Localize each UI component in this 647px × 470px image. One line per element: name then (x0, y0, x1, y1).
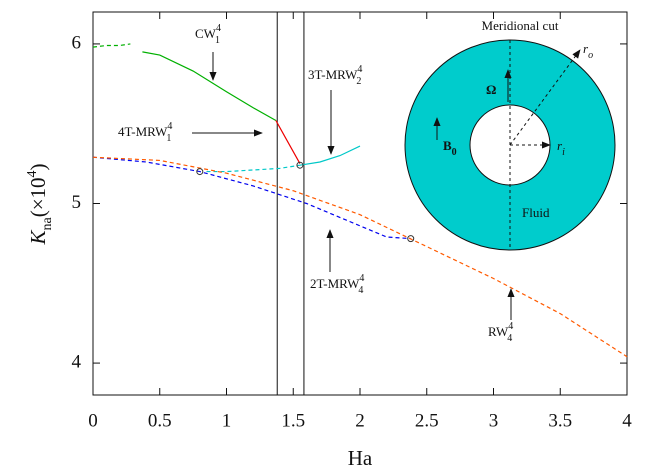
series-line (275, 120, 301, 164)
annotation-sup: 4 (167, 121, 172, 132)
outer-radius (509, 49, 581, 146)
annotation-text: 4T-MRW (118, 124, 168, 139)
annotation-sub: 4 (507, 333, 512, 344)
inset-title-main: Meridional cut (482, 18, 559, 33)
annotation-sup: 4 (359, 273, 364, 284)
y-title-sub: na (40, 217, 55, 231)
y-title-symbol: K (26, 230, 50, 246)
series-line (92, 156, 411, 240)
x-tick-label: 1 (222, 410, 232, 431)
point-marker (407, 235, 415, 243)
point-marker (296, 161, 304, 169)
y-title-factor: (×10 (26, 177, 50, 217)
x-tick-label: 4 (622, 410, 632, 431)
x-tick-label: 3 (489, 410, 499, 431)
omega-label-main: Ω (486, 82, 496, 97)
point-marker (196, 168, 204, 176)
y-title-close: ) (26, 163, 50, 170)
field-label-main: B (443, 138, 452, 153)
inner-radius-label-sub: i (562, 147, 565, 158)
x-tick-label: 3.5 (548, 410, 572, 431)
x-tick-label: 1.5 (281, 410, 305, 431)
annotation-sub: 2 (356, 76, 361, 87)
y-axis-title: Kna(×104) (25, 163, 55, 245)
annotation-text: RW (488, 324, 509, 339)
series-line (206, 164, 301, 173)
annotation-sup: 4 (216, 23, 221, 34)
inner-radius-label: ri (557, 138, 565, 158)
annotation: CW4 1 (195, 23, 221, 46)
annotation: 4T-MRW4 1 (118, 121, 172, 144)
outer-radius-label: ro (583, 41, 593, 61)
y-title-sup: 4 (25, 170, 40, 177)
annotation-text: 3T-MRW (308, 67, 358, 82)
y-tick-label: 6 (72, 32, 82, 53)
series-line (142, 51, 277, 122)
annotation-sup: 4 (357, 64, 362, 75)
annotation-sub: 1 (215, 35, 220, 46)
annotation: RW4 4 (488, 321, 513, 344)
annotation-sup: 4 (508, 321, 513, 332)
inner-radius-label-main: r (557, 138, 563, 153)
annotation-text: CW (195, 26, 217, 41)
series-line (299, 145, 361, 166)
x-tick-label: 0 (88, 410, 98, 431)
field-label-sub: 0 (452, 147, 457, 158)
outer-radius-label-sub: o (588, 50, 593, 61)
y-tick-label: 5 (72, 192, 82, 213)
annotation-sub: 1 (166, 133, 171, 144)
annotation-text: 2T-MRW (310, 276, 360, 291)
x-tick-label: 2.5 (415, 410, 439, 431)
x-axis-title: Ha (348, 446, 373, 470)
fluid-label-main: Fluid (522, 205, 550, 220)
series-line (92, 156, 628, 358)
annotation: 3T-MRW4 2 (308, 64, 362, 87)
y-tick-label: 4 (72, 351, 82, 372)
inset-title: Meridional cut (482, 18, 559, 33)
annotation: 2T-MRW4 4 (310, 273, 364, 296)
omega-label: Ω (486, 82, 496, 97)
field-label: B0 (443, 138, 457, 158)
x-tick-label: 2 (355, 410, 365, 431)
annotation-sub: 4 (358, 285, 363, 296)
fluid-label: Fluid (522, 205, 550, 220)
outer-radius-label-main: r (583, 41, 589, 56)
x-tick-label: 0.5 (148, 410, 172, 431)
